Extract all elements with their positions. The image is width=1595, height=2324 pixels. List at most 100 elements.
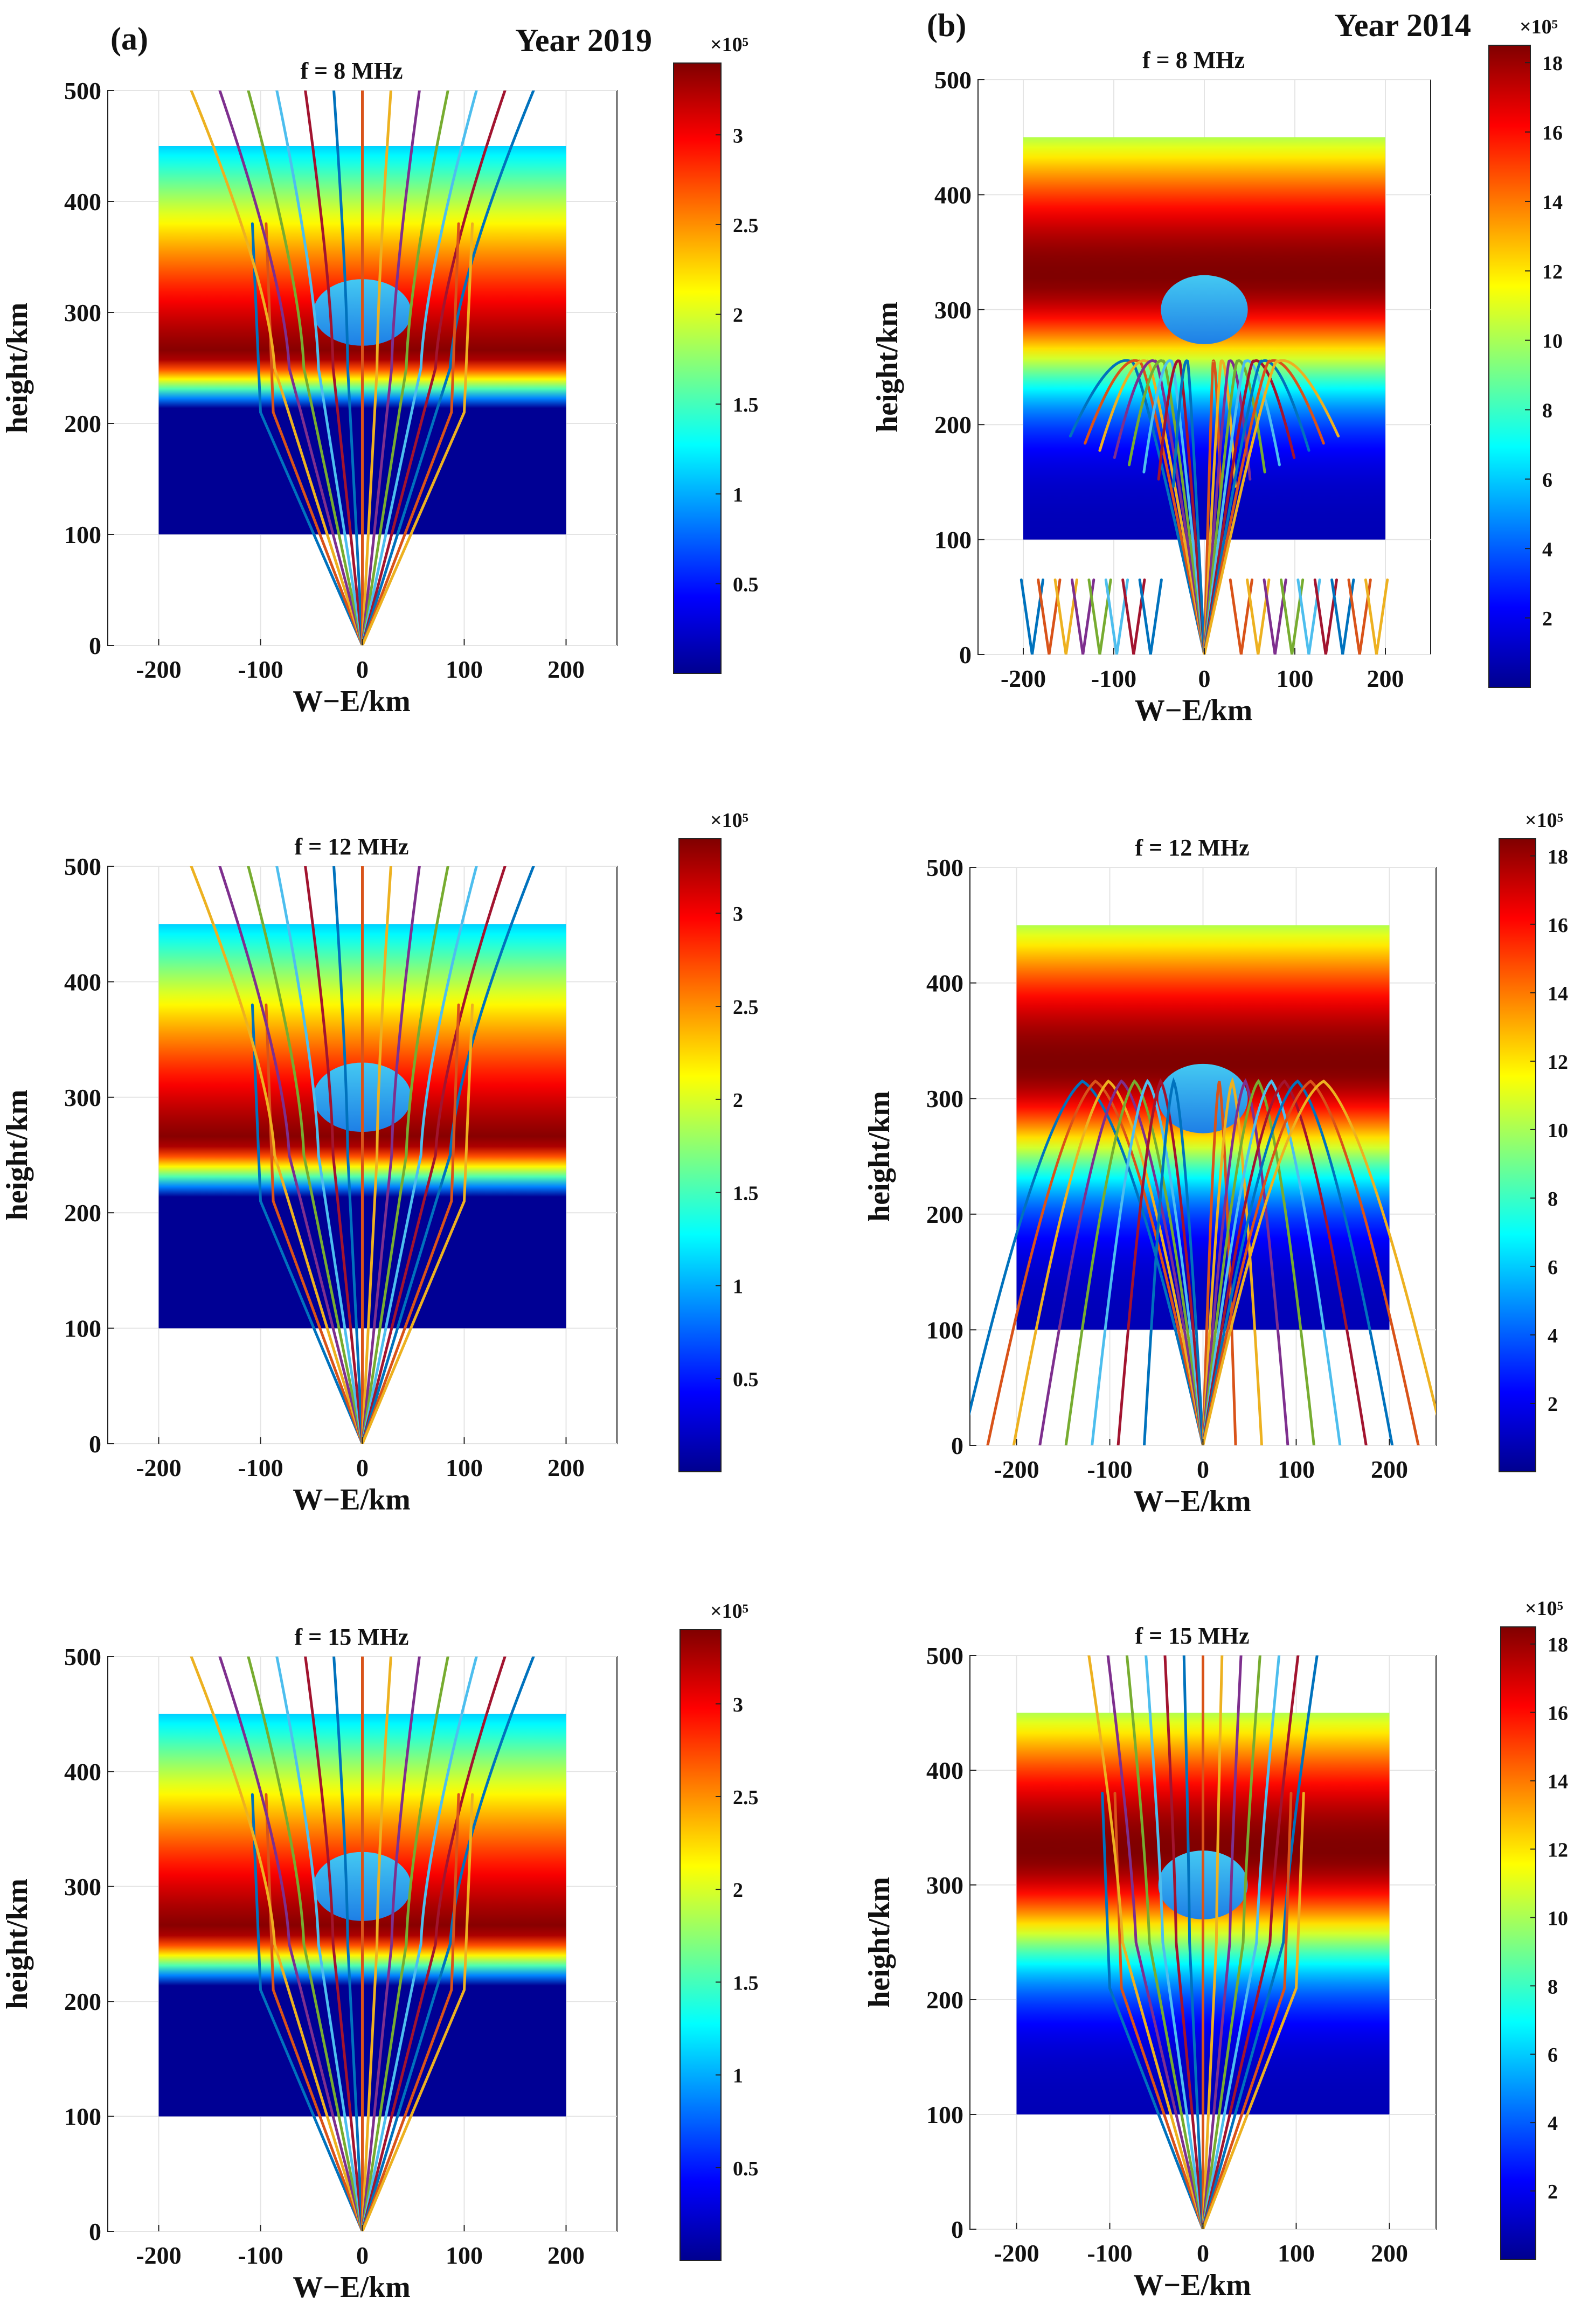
x-tick-label: 0 bbox=[356, 2242, 369, 2269]
ray-traces bbox=[1020, 359, 1389, 655]
ray-path bbox=[304, 866, 364, 1444]
ray-path bbox=[1202, 1078, 1315, 1445]
ray-path bbox=[1202, 1078, 1289, 1445]
y-axis-label: height/km bbox=[863, 1877, 896, 2008]
ray-path bbox=[361, 1657, 421, 2231]
colorbar-tick-label: 8 bbox=[1548, 1188, 1558, 1210]
panel-grid: -200 -100 0 100 2000100200300400500W−E/kmhei… bbox=[1, 16, 1568, 2304]
x-tick-label: -100 bbox=[1091, 665, 1136, 692]
x-tick-label: -100 bbox=[238, 2242, 283, 2269]
colorbar-multiplier: ×10⁵ bbox=[1520, 16, 1558, 38]
y-tick-label: 300 bbox=[64, 1873, 101, 1901]
x-tick-label: 100 bbox=[1278, 2239, 1315, 2267]
colorbar-tick-label: 6 bbox=[1542, 469, 1552, 491]
colorbar bbox=[673, 62, 722, 674]
ray-ground-hop bbox=[1279, 578, 1305, 655]
x-tick-label: -100 bbox=[1087, 2239, 1132, 2267]
ray-ground-hop bbox=[1246, 578, 1271, 655]
ray-path bbox=[1113, 359, 1206, 655]
ray-path bbox=[1202, 1792, 1305, 2229]
colorbar-tick-label: 10 bbox=[1542, 330, 1563, 353]
ray-path bbox=[1202, 1792, 1293, 2229]
ray-path bbox=[1202, 1655, 1319, 2229]
colorbar-tick-label: 1 bbox=[733, 2065, 743, 2088]
colorbar-tick-label: 0.5 bbox=[733, 1368, 759, 1391]
x-tick-label: 0 bbox=[1197, 2239, 1209, 2267]
colorbar-tick-label: 16 bbox=[1548, 914, 1568, 937]
ray-ground-hop bbox=[1347, 578, 1372, 655]
ray-path bbox=[332, 91, 364, 645]
ray-path bbox=[970, 1080, 1204, 1445]
ray-path bbox=[265, 1003, 364, 1444]
x-tick-label: 100 bbox=[446, 1454, 483, 1481]
y-axis-label: height/km bbox=[863, 1091, 896, 1222]
y-tick-label: 100 bbox=[64, 521, 101, 548]
x-tick-label: -100 bbox=[1087, 1456, 1132, 1483]
ray-path bbox=[304, 1657, 364, 2231]
colorbar-tick-label: 1.5 bbox=[733, 1182, 759, 1205]
ray-path bbox=[332, 866, 364, 1444]
ray-path bbox=[1116, 1078, 1204, 1445]
colorbar-tick-label: 0.5 bbox=[733, 2158, 759, 2180]
ray-path bbox=[1098, 359, 1206, 655]
y-tick-label: 300 bbox=[926, 1085, 963, 1112]
x-tick-label: 200 bbox=[547, 2242, 585, 2269]
y-tick-label: 400 bbox=[64, 1758, 101, 1785]
ray-path bbox=[1202, 1655, 1281, 2229]
ray-ground-hop bbox=[1296, 578, 1321, 655]
colorbar bbox=[1500, 1626, 1536, 2260]
ray-path bbox=[1202, 1080, 1436, 1445]
ray-path bbox=[1202, 1655, 1261, 2229]
ray-path bbox=[361, 1793, 474, 2231]
y-axis-label: height/km bbox=[871, 302, 904, 433]
ray-path bbox=[332, 1657, 364, 2231]
y-axis-label: height/km bbox=[1, 303, 34, 434]
y-tick-label: 100 bbox=[926, 1316, 963, 1344]
ray-path bbox=[361, 91, 535, 645]
ray-path bbox=[275, 1657, 364, 2231]
ray-path bbox=[1163, 1655, 1204, 2229]
y-tick-label: 500 bbox=[64, 77, 101, 105]
y-tick-label: 200 bbox=[926, 1986, 963, 2014]
ray-path bbox=[1202, 1655, 1300, 2229]
y-tick-label: 0 bbox=[89, 2218, 101, 2245]
ray-path bbox=[1143, 1077, 1204, 1445]
ray-path bbox=[1142, 359, 1206, 655]
ray-traces bbox=[190, 1657, 535, 2231]
x-tick-label: 200 bbox=[1371, 1456, 1408, 1483]
y-tick-label: 400 bbox=[926, 1757, 963, 1784]
colorbar-tick-label: 2 bbox=[733, 1879, 743, 1902]
ray-path bbox=[1125, 1655, 1204, 2229]
ray-path bbox=[986, 1079, 1204, 1445]
ray-path bbox=[361, 91, 478, 645]
ray-ground-hop bbox=[1364, 578, 1389, 655]
panel-label-a: (a) bbox=[110, 21, 148, 57]
ray-path bbox=[361, 91, 392, 645]
ray-path bbox=[361, 866, 478, 1444]
ray-path bbox=[190, 91, 364, 645]
chart-title: f = 15 MHz bbox=[1135, 1623, 1249, 1649]
chart-title: f = 15 MHz bbox=[294, 1624, 408, 1650]
y-tick-label: 400 bbox=[926, 970, 963, 997]
y-tick-label: 200 bbox=[64, 1988, 101, 2015]
y-tick-label: 0 bbox=[959, 641, 972, 669]
ray-path bbox=[1182, 1655, 1204, 2229]
colorbar-tick-label: 0.5 bbox=[733, 573, 759, 596]
ray-ground-hop bbox=[1138, 578, 1163, 655]
ray-path bbox=[361, 866, 507, 1444]
ray-path bbox=[1202, 1077, 1263, 1445]
ray-path bbox=[361, 866, 535, 1444]
x-tick-label: -200 bbox=[136, 656, 181, 683]
y-tick-label: 100 bbox=[64, 1315, 101, 1342]
colorbar-tick-label: 14 bbox=[1548, 1771, 1568, 1793]
ray-path bbox=[1106, 1655, 1204, 2229]
ray-path bbox=[247, 1657, 364, 2231]
ray-path bbox=[1038, 1079, 1204, 1445]
ray-path bbox=[247, 866, 364, 1444]
ray-path bbox=[251, 1003, 364, 1444]
ray-path bbox=[361, 91, 507, 645]
colorbar-tick-label: 12 bbox=[1542, 261, 1563, 283]
ray-path bbox=[275, 91, 364, 645]
ray-path bbox=[304, 91, 364, 645]
